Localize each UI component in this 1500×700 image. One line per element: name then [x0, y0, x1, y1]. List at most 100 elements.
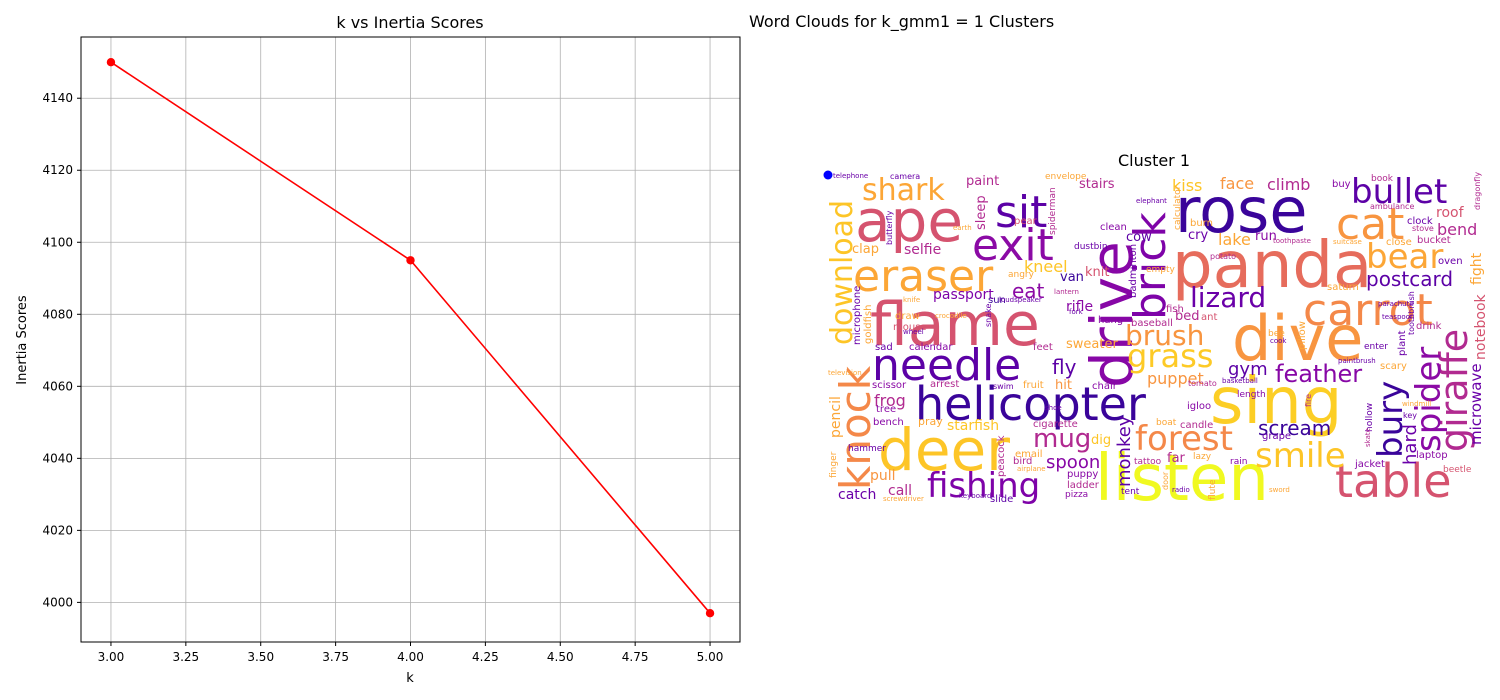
word-cloud-word: lizard — [1190, 281, 1266, 314]
word-cloud-word: frog — [874, 391, 906, 410]
word-cloud-word: plant — [1397, 330, 1408, 356]
word-cloud-word: hit — [1055, 378, 1072, 393]
word-cloud-word: notebook — [1473, 293, 1489, 360]
word-cloud-word: catch — [838, 487, 876, 503]
word-cloud-word: fish — [1166, 304, 1184, 315]
word-cloud-word: run — [1255, 229, 1277, 244]
word-cloud-word: sad — [875, 342, 893, 353]
word-cloud-word: bend — [1437, 220, 1477, 239]
word-cloud-word: scary — [1380, 361, 1407, 372]
word-cloud-word: stairs — [1079, 177, 1115, 192]
word-cloud-word: panda — [1172, 229, 1372, 303]
word-cloud-word: exit — [972, 220, 1054, 271]
word-cloud-word: postcard — [1366, 267, 1453, 291]
x-tick-label: 3.50 — [247, 650, 274, 664]
word-cloud-word: draw — [895, 311, 920, 322]
word-cloud-word: feather — [1275, 360, 1362, 388]
y-tick-label: 4060 — [42, 379, 73, 393]
word-cloud-word: helicopter — [915, 377, 1146, 431]
word-cloud-word: hollow — [1365, 403, 1375, 432]
word-cloud-word: listen — [1095, 442, 1269, 516]
word-cloud-word: fly — [1052, 355, 1077, 379]
x-tick-label: 4.25 — [472, 650, 499, 664]
word-cloud-word: fight — [1469, 252, 1485, 285]
word-cloud-word: forest — [1135, 419, 1233, 459]
word-cloud-word: fire — [1304, 394, 1313, 407]
x-tick-label: 5.00 — [697, 650, 724, 664]
word-cloud-word: lake — [1218, 230, 1251, 249]
word-cloud-word: jacket — [1354, 459, 1385, 470]
data-point — [106, 58, 116, 67]
word-cloud-word: elephant — [1136, 197, 1167, 205]
word-cloud-word: sit — [995, 187, 1047, 238]
word-cloud-word: radio — [1172, 486, 1190, 494]
word-cloud-word: scissor — [872, 380, 907, 391]
word-cloud-word: bird — [1013, 456, 1032, 467]
line-chart-axes: k vs Inertia Scores 3.00 3.25 3.50 3.75 4.00… — [15, 13, 741, 686]
word-cloud-word: eat — [1012, 279, 1045, 303]
word-cloud-word: knock — [831, 365, 880, 490]
word-cloud-word: dig — [1091, 433, 1111, 448]
line-chart-y-ticks: 4000 4020 4040 4060 4080 4100 4120 4140 — [42, 91, 81, 609]
word-cloud-word: skate — [1364, 428, 1372, 447]
word-cloud-word: deer — [878, 416, 1010, 484]
word-cloud-word: candle — [1180, 420, 1213, 431]
line-chart-series — [106, 58, 715, 618]
word-cloud-word: loudspeaker — [999, 296, 1042, 304]
word-cloud-word: knife — [903, 296, 920, 304]
word-cloud-word: bury — [1371, 381, 1411, 458]
word-cloud-word: ant — [1201, 312, 1217, 323]
word-cloud-word: teaspoon — [1382, 313, 1414, 321]
word-cloud-word: table — [1335, 454, 1452, 508]
word-cloud-word: flame — [870, 290, 1040, 360]
word-cloud-word: giraffe — [1432, 329, 1476, 452]
word-cloud-word: starfish — [947, 418, 999, 434]
y-tick-label: 4080 — [42, 307, 73, 321]
word-cloud-word: dragonfly — [1473, 172, 1482, 210]
word-cloud-word: carrot — [1303, 285, 1433, 336]
x-tick-label: 3.75 — [322, 650, 349, 664]
word-cloud-word: face — [1220, 174, 1254, 193]
word-cloud-word: sword — [1269, 486, 1290, 494]
word-cloud-word: ape — [855, 187, 963, 255]
word-cloud-word: drink — [1416, 321, 1442, 332]
word-cloud-word: paintbrush — [1338, 357, 1376, 365]
wordcloud-title: Cluster 1 — [1118, 151, 1190, 170]
word-cloud-word: mug — [1033, 424, 1091, 454]
word-cloud-word: needle — [872, 340, 1021, 391]
word-cloud-word: brush — [1125, 319, 1204, 352]
word-cloud-word: gym — [1228, 359, 1268, 380]
line-chart-xlabel: k — [406, 671, 414, 686]
word-cloud-word: smile — [1255, 436, 1346, 476]
word-cloud-word: bullet — [1351, 172, 1447, 212]
word-cloud-word: chair — [1092, 381, 1118, 392]
word-cloud-word: clean — [1100, 222, 1127, 233]
word-cloud-word: pillow — [1297, 321, 1308, 350]
word-cloud-word: rain — [1230, 457, 1247, 467]
word-cloud-word: fruit — [1023, 380, 1044, 391]
x-tick-label: 4.00 — [397, 650, 424, 664]
word-cloud-word: roof — [1436, 205, 1465, 221]
word-cloud-word: fork — [1069, 308, 1084, 316]
word-cloud-word: sing — [1210, 365, 1342, 439]
data-point — [705, 608, 715, 618]
word-cloud-word: slide — [990, 494, 1013, 505]
line-chart-grid — [81, 37, 740, 642]
word-cloud-word: drive — [1078, 241, 1146, 388]
word-cloud-word: toothpaste — [1273, 237, 1311, 245]
word-cloud-word: close — [1386, 237, 1412, 248]
word-cloud-word: peacock — [996, 435, 1007, 477]
word-cloud-word: angry — [1008, 270, 1035, 280]
word-cloud-word: cigarette — [1033, 419, 1078, 430]
y-tick-label: 4120 — [42, 163, 73, 177]
word-cloud-word: clock — [1407, 216, 1433, 227]
word-cloud-word: bed — [1175, 309, 1200, 324]
word-cloud-word: flute — [1208, 479, 1218, 500]
word-cloud-word: keyboard — [959, 492, 991, 500]
word-cloud-word: door — [1161, 471, 1170, 490]
word-cloud-word: scream — [1258, 416, 1331, 440]
word-cloud-word: buy — [1332, 179, 1351, 190]
word-cloud-word: spider — [1409, 347, 1449, 452]
figure-suptitle: Word Clouds for k_gmm1 = 1 Clusters — [749, 12, 1054, 31]
